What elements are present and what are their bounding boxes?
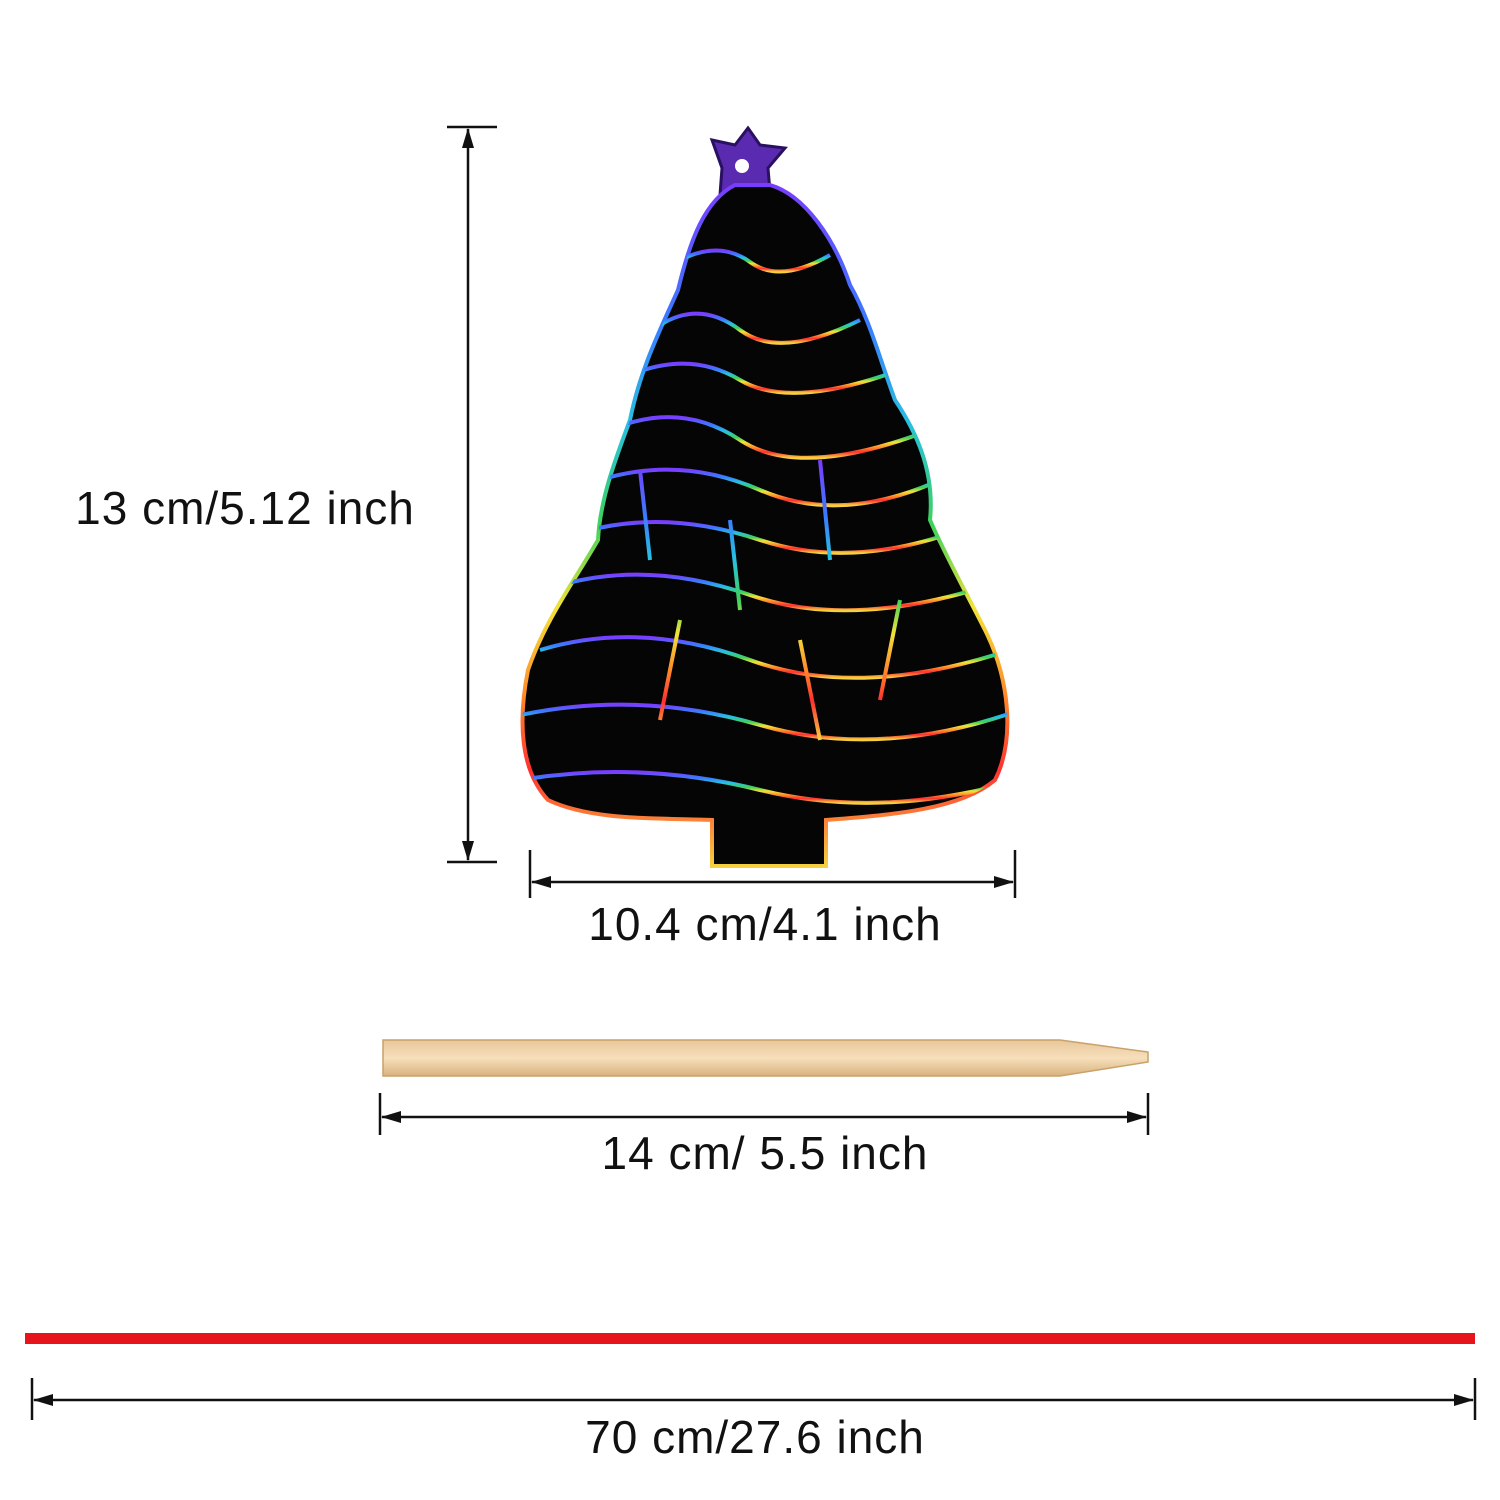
red-ribbon xyxy=(25,1333,1475,1344)
tree-ornament xyxy=(520,125,1010,868)
ribbon-label: 70 cm/27.6 inch xyxy=(585,1411,925,1463)
height-label: 13 cm/5.12 inch xyxy=(75,482,415,534)
stick-label: 14 cm/ 5.5 inch xyxy=(602,1127,929,1179)
width-label: 10.4 cm/4.1 inch xyxy=(588,898,942,950)
wooden-stick xyxy=(382,1039,1149,1077)
